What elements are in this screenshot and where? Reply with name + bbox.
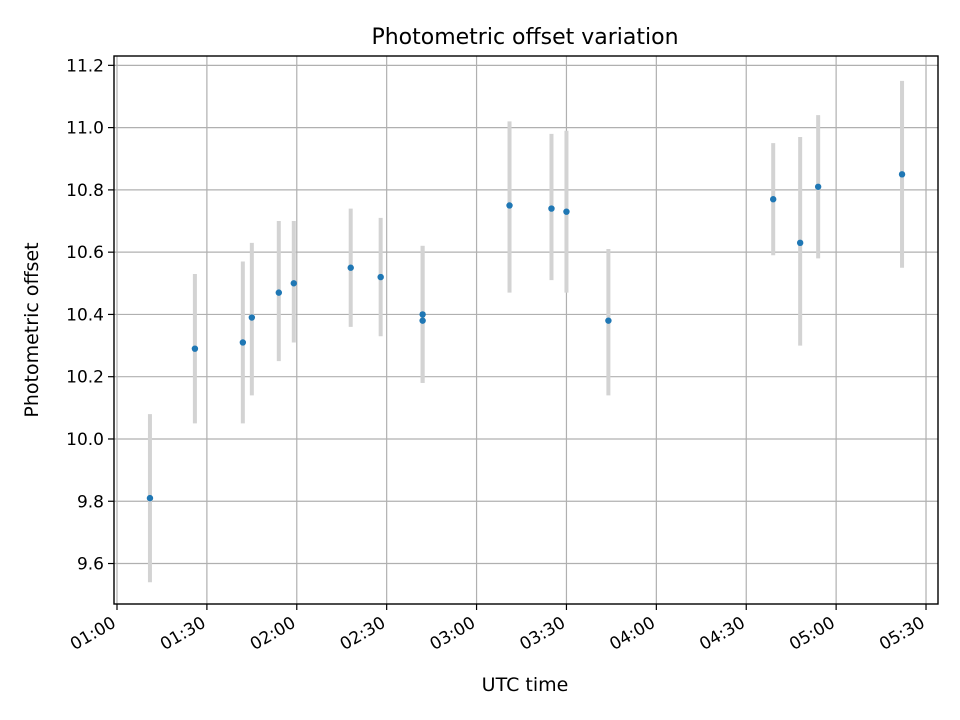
- x-tick-label: 04:00: [606, 613, 658, 655]
- data-point: [898, 171, 906, 178]
- data-point: [419, 311, 426, 318]
- data-point: [146, 494, 154, 502]
- data-point: [290, 280, 297, 287]
- y-tick-label: 11.0: [66, 119, 104, 139]
- y-tick-label: 10.4: [66, 305, 104, 325]
- x-tick-label: 03:30: [517, 613, 569, 655]
- y-tick-label: 10.2: [66, 368, 104, 388]
- y-tick-label: 9.8: [77, 492, 104, 512]
- x-tick-label: 05:30: [876, 613, 928, 655]
- data-point: [605, 317, 612, 324]
- x-axis-label: UTC time: [482, 674, 569, 696]
- data-point: [814, 183, 822, 190]
- data-point: [347, 264, 354, 271]
- y-tick-label: 10.6: [66, 243, 104, 263]
- data-point: [191, 345, 199, 352]
- data-point: [796, 239, 804, 247]
- data-point: [563, 208, 570, 215]
- data-point: [419, 317, 426, 324]
- data-point: [248, 314, 256, 321]
- y-tick-label: 11.2: [66, 56, 104, 76]
- data-point: [275, 289, 282, 296]
- y-tick-label: 10.8: [66, 181, 104, 201]
- x-tick-label: 01:00: [67, 613, 119, 655]
- chart-title: Photometric offset variation: [371, 25, 678, 50]
- y-axis-label: Photometric offset: [21, 242, 43, 417]
- x-tick-label: 02:30: [337, 613, 389, 655]
- x-axis: 01:00 01:30 02:00 02:30 03:00 03:30 04:00 04:30…: [67, 604, 929, 655]
- x-tick-label: 05:00: [786, 613, 838, 655]
- grid: [114, 56, 938, 604]
- plot-frame: [113, 55, 939, 605]
- x-tick-label: 03:00: [427, 613, 479, 655]
- error-bars: [147, 80, 905, 583]
- data-point: [770, 196, 777, 203]
- x-tick-label: 01:30: [157, 613, 209, 655]
- y-tick-label: 9.6: [77, 555, 104, 575]
- y-axis: 9.6 9.8 10.0 10.2 10.4 10.6 10.8 11.0 11.2: [66, 56, 114, 575]
- data-point: [239, 339, 247, 346]
- data-point: [548, 205, 555, 212]
- data-point: [506, 202, 513, 209]
- x-tick-label: 04:30: [696, 613, 748, 655]
- data-point: [377, 273, 384, 281]
- y-tick-label: 10.0: [66, 430, 104, 450]
- x-tick-label: 02:00: [247, 613, 299, 655]
- data-points: [146, 171, 906, 502]
